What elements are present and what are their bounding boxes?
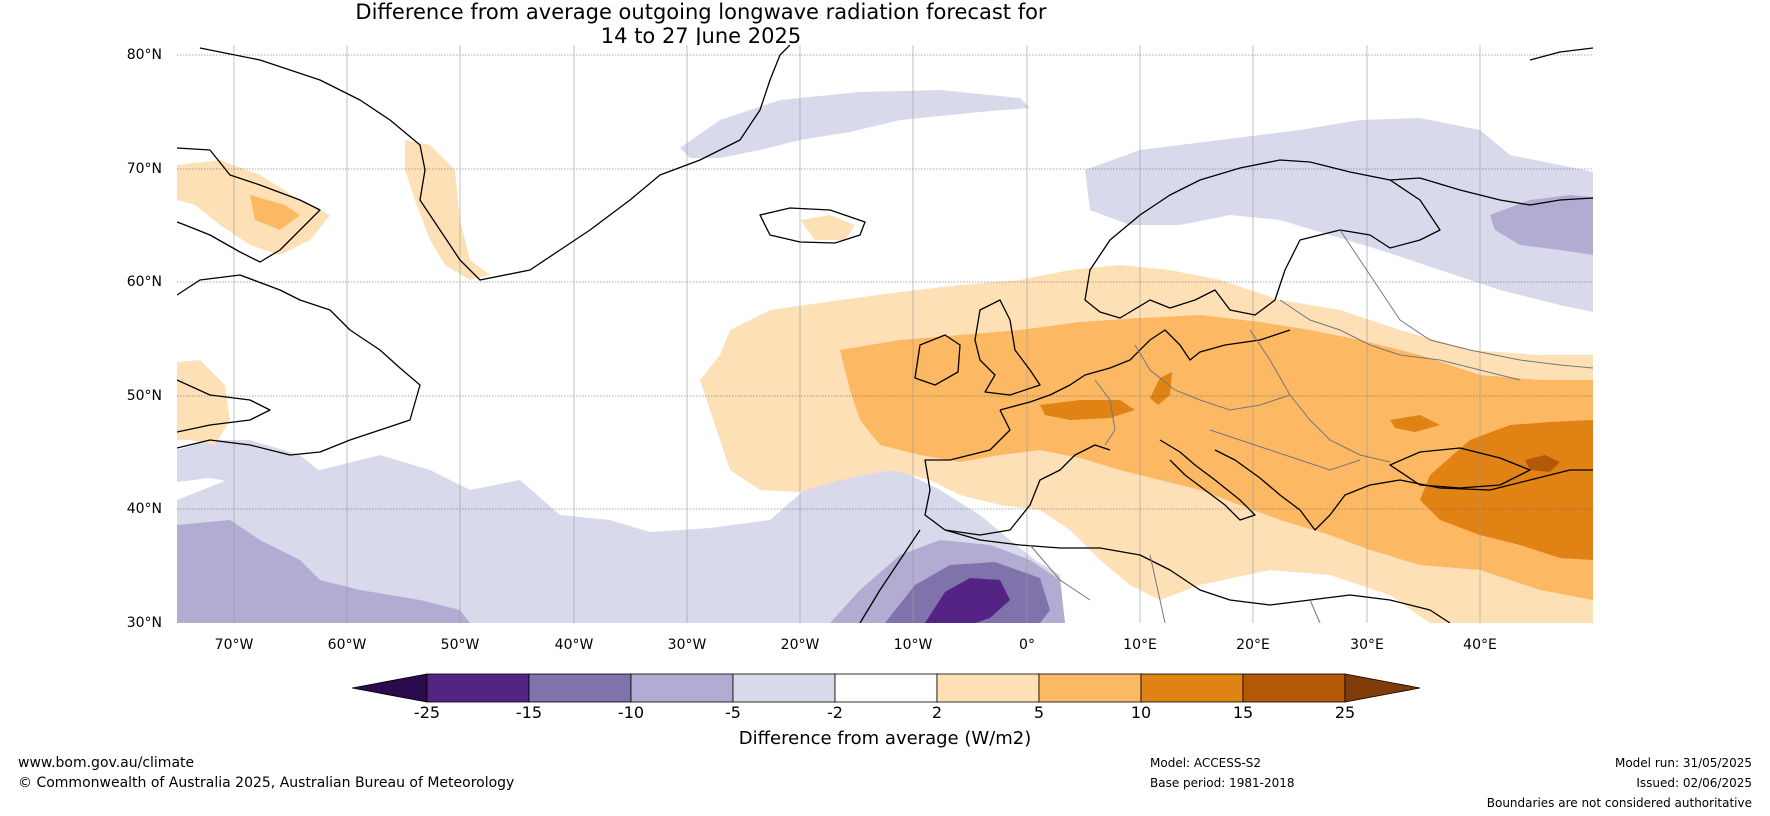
lon-label-20e: 20°E bbox=[1236, 637, 1270, 653]
border-north-africa bbox=[1029, 544, 1321, 623]
anomaly-area-africa-neg4 bbox=[925, 578, 1010, 623]
border-balkans bbox=[1209, 429, 1361, 471]
lat-label-50n: 50°N bbox=[126, 388, 162, 404]
lat-label-30n: 30°N bbox=[126, 615, 162, 631]
border-france-germany bbox=[1094, 379, 1116, 446]
baffin-coast bbox=[177, 147, 321, 263]
lon-label-40e: 40°E bbox=[1463, 637, 1497, 653]
boundaries-disclaimer: Boundaries are not considered authoritat… bbox=[1486, 796, 1752, 810]
anomaly-area-greenland-sea bbox=[680, 90, 1030, 158]
anomaly-area-norwegian-sea bbox=[1085, 118, 1593, 312]
anomaly-area-subtrop-neg2 bbox=[177, 520, 470, 623]
lat-label-80n: 80°N bbox=[126, 47, 162, 63]
lon-label-50w: 50°W bbox=[440, 637, 480, 653]
graticule bbox=[177, 54, 1593, 510]
anomaly-area-labrador-neg bbox=[177, 440, 330, 490]
anomaly-area-barents-neg2 bbox=[1490, 195, 1593, 255]
colorbar-extend-high bbox=[1344, 673, 1421, 703]
africa-coast bbox=[859, 529, 1451, 623]
lon-label-20w: 20°W bbox=[780, 637, 820, 653]
title-line-1: Difference from average outgoing longwav… bbox=[355, 0, 1047, 24]
colorbar-bin bbox=[1038, 673, 1142, 703]
anomaly-area-balkans-pos3 bbox=[1390, 415, 1440, 432]
positive-anomaly-areas bbox=[177, 140, 1593, 623]
coastlines bbox=[177, 45, 1593, 623]
lon-label-0: 0° bbox=[1019, 637, 1035, 653]
colorbar-bin bbox=[732, 673, 836, 703]
labrador-coast bbox=[177, 274, 421, 456]
italy-coast bbox=[1159, 439, 1256, 521]
lon-label-40w: 40°W bbox=[554, 637, 594, 653]
lon-label-60w: 60°W bbox=[327, 637, 367, 653]
colorbar-bin bbox=[426, 673, 530, 703]
colorbar-tick-label: -25 bbox=[413, 703, 441, 722]
colorbar-bin bbox=[630, 673, 734, 703]
anomaly-area-russia-pos4 bbox=[1525, 455, 1560, 472]
colorbar-bin bbox=[1140, 673, 1244, 703]
colorbar-extend-low bbox=[351, 673, 428, 703]
border-eastern-europe bbox=[1249, 329, 1391, 463]
lon-label-70w: 70°W bbox=[214, 637, 254, 653]
colorbar-tick-label: 15 bbox=[1232, 703, 1254, 722]
colorbar-tick-label: 5 bbox=[1033, 703, 1045, 722]
novaya-zemlya-coast bbox=[1529, 47, 1593, 61]
border-central-europe bbox=[1134, 344, 1291, 411]
website-link[interactable]: www.bom.gov.au/climate bbox=[18, 755, 195, 771]
black-sea-coast bbox=[1389, 447, 1531, 489]
anomaly-area-russia-pos3 bbox=[1420, 420, 1593, 560]
colorbar-bin bbox=[1242, 673, 1346, 703]
colorbar-tick-label: -5 bbox=[725, 703, 741, 722]
colorbar-bin bbox=[834, 673, 938, 703]
balkans-coast bbox=[1214, 449, 1593, 531]
anomaly-area-iceland-pos bbox=[800, 215, 855, 240]
model-name: Model: ACCESS-S2 bbox=[1150, 756, 1262, 770]
border-russia bbox=[1339, 229, 1593, 369]
colorbar-bin bbox=[936, 673, 1040, 703]
colorbar-title: Difference from average (W/m2) bbox=[738, 728, 1032, 749]
colorbar-tick-label: -15 bbox=[515, 703, 543, 722]
lat-label-70n: 70°N bbox=[126, 161, 162, 177]
anomaly-area-europe-pos2 bbox=[840, 315, 1593, 600]
issued-date: Issued: 02/06/2025 bbox=[1636, 776, 1752, 790]
scandinavia-coast bbox=[1084, 159, 1441, 319]
british-isles-coast bbox=[974, 299, 1041, 396]
iceland-coast bbox=[759, 207, 866, 244]
colorbar-tick-label: 2 bbox=[931, 703, 943, 722]
anomaly-area-europe-pos3b bbox=[1150, 372, 1172, 405]
iberia-coast bbox=[924, 409, 1111, 536]
western-europe-coast bbox=[999, 329, 1291, 411]
negative-anomaly-areas bbox=[177, 90, 1593, 623]
map-panel bbox=[177, 45, 1593, 623]
colorbar-tick-label: 10 bbox=[1130, 703, 1152, 722]
country-borders bbox=[1029, 229, 1593, 623]
model-run: Model run: 31/05/2025 bbox=[1614, 756, 1752, 770]
lon-label-30w: 30°W bbox=[667, 637, 707, 653]
border-baltics bbox=[1279, 299, 1521, 381]
russia-arctic-coast bbox=[1389, 177, 1593, 206]
greenland-coast bbox=[199, 45, 791, 281]
colorbar-tick-label: -2 bbox=[827, 703, 843, 722]
colorbar-bin bbox=[528, 673, 632, 703]
anomaly-area-atlantic-neg bbox=[177, 455, 1065, 623]
title-line-2: 14 to 27 June 2025 bbox=[600, 24, 802, 48]
meridians bbox=[233, 45, 1481, 623]
colorbar-tick-label: 25 bbox=[1334, 703, 1356, 722]
lon-label-30e: 30°E bbox=[1350, 637, 1384, 653]
copyright-notice: © Commonwealth of Australia 2025, Austra… bbox=[18, 775, 515, 791]
lon-label-10w: 10°W bbox=[893, 637, 933, 653]
lon-label-10e: 10°E bbox=[1123, 637, 1157, 653]
lat-label-60n: 60°N bbox=[126, 274, 162, 290]
colorbar-tick-label: -10 bbox=[617, 703, 645, 722]
base-period: Base period: 1981-2018 bbox=[1150, 776, 1295, 790]
hudson-coast bbox=[177, 379, 271, 433]
anomaly-area-greenland-pos bbox=[405, 140, 490, 280]
ireland-coast bbox=[914, 334, 961, 386]
lat-label-40n: 40°N bbox=[126, 501, 162, 517]
anomaly-area-baffin-pos2 bbox=[250, 195, 300, 230]
colorbar bbox=[351, 673, 1421, 703]
map-title: Difference from average outgoing longwav… bbox=[0, 0, 1402, 48]
